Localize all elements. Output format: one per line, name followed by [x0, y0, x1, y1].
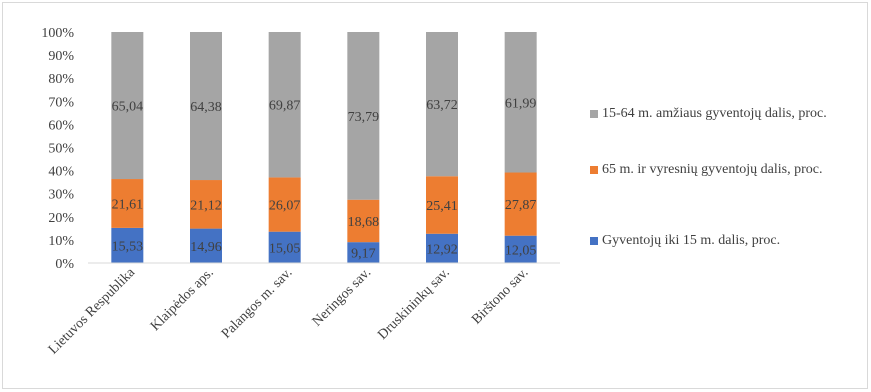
data-label: 65,04: [112, 100, 144, 115]
bar-segment: [426, 176, 458, 234]
x-tick-label: Lietuvos Respublika: [46, 265, 139, 358]
data-label: 15,05: [269, 241, 301, 256]
bar-segment: [426, 32, 458, 177]
y-tick-label: 60%: [48, 118, 74, 133]
x-tick-label: Klaipėdos aps.: [148, 265, 217, 334]
data-label: 21,12: [190, 198, 222, 213]
data-label: 21,61: [112, 197, 144, 212]
data-label: 12,92: [426, 242, 458, 257]
legend-label: Gyventojų iki 15 m. dalis, proc.: [602, 233, 781, 248]
bar-segment: [268, 32, 301, 178]
bar-segment: [268, 177, 301, 232]
y-tick-label: 90%: [48, 49, 74, 64]
legend-swatch: [590, 110, 598, 118]
bar-segment: [111, 179, 144, 228]
y-tick-label: 20%: [48, 211, 74, 226]
x-tick-label: Neringos sav.: [310, 265, 374, 329]
y-tick-label: 0%: [55, 257, 74, 272]
data-label: 14,96: [190, 240, 222, 255]
x-tick-label: Birštono sav.: [469, 265, 531, 327]
bar-segment: [111, 227, 144, 263]
y-tick-label: 100%: [41, 26, 74, 41]
data-labels: 15,53 21,61 65,04 14,96 21,12 64,38 15,05 26,07…: [112, 96, 537, 261]
bar-segment: [504, 32, 537, 173]
x-tick-label: Palangos m. sav.: [219, 265, 296, 342]
data-label: 9,17: [351, 247, 376, 262]
bar-segment: [504, 172, 537, 236]
data-label: 27,87: [505, 198, 537, 213]
bar-segment: [190, 228, 222, 263]
data-label: 63,72: [426, 98, 458, 113]
legend-label: 65 m. ir vyresnių gyventojų dalis, proc.: [602, 162, 823, 177]
data-label: 73,79: [348, 110, 380, 125]
data-label: 26,07: [269, 199, 301, 214]
legend-swatch: [590, 237, 598, 245]
data-label: 64,38: [190, 100, 222, 115]
bar-segment: [111, 32, 144, 180]
y-tick-label: 80%: [48, 72, 74, 87]
data-label: 15,53: [112, 239, 144, 254]
bar-segment: [426, 233, 458, 263]
bar-segment: [268, 231, 301, 263]
x-tick-label: Druskininkų sav.: [375, 265, 453, 343]
bar-segment: [190, 180, 222, 229]
y-tick-label: 70%: [48, 95, 74, 110]
legend-label: 15-64 m. amžiaus gyventojų dalis, proc.: [602, 106, 827, 121]
data-label: 25,41: [426, 199, 458, 214]
x-axis: Lietuvos Respublika Klaipėdos aps. Palango…: [46, 265, 532, 358]
legend-item: 15-64 m. amžiaus gyventojų dalis, proc.: [590, 105, 860, 123]
legend-item: 65 m. ir vyresnių gyventojų dalis, proc.: [590, 161, 860, 179]
bar-segment: [190, 32, 222, 181]
bar-segment: [347, 242, 380, 263]
bars: [111, 32, 537, 263]
data-label: 61,99: [505, 96, 537, 111]
data-label: 18,68: [348, 215, 380, 230]
legend-swatch: [590, 166, 598, 174]
data-label: 12,05: [505, 243, 537, 258]
bar-segment: [504, 235, 537, 263]
y-tick-label: 40%: [48, 165, 74, 180]
y-tick-label: 50%: [48, 142, 74, 157]
y-axis: 0% 10% 20% 30% 40% 50% 60% 70% 80% 90% 100%: [41, 26, 74, 272]
legend-item: Gyventojų iki 15 m. dalis, proc.: [590, 232, 860, 250]
y-tick-label: 30%: [48, 188, 74, 203]
bar-segment: [347, 199, 380, 243]
bar-segment: [347, 32, 380, 200]
data-label: 69,87: [269, 99, 301, 114]
y-tick-label: 10%: [48, 234, 74, 249]
